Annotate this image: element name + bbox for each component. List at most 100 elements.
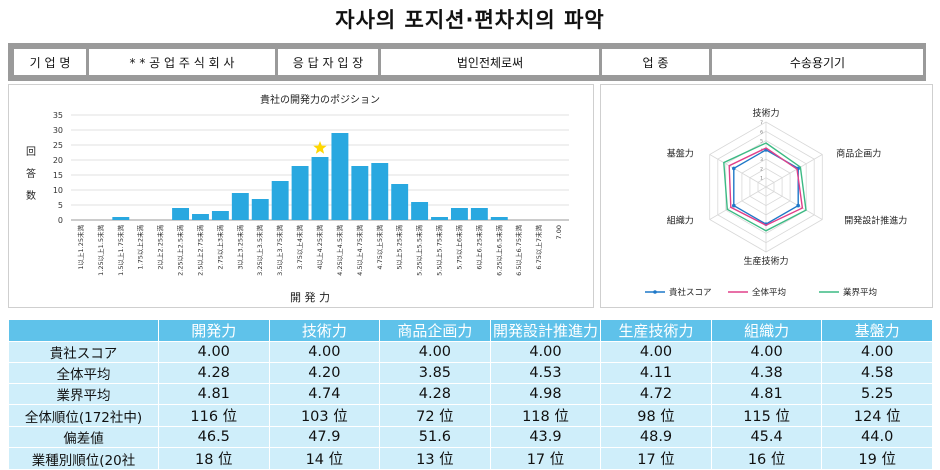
radar-spoke [709,154,767,188]
bar [231,193,249,220]
radar-tick-label: 1 [760,176,763,182]
table-cell: 43.9 [489,426,602,448]
respondent-label: 응 답 자 입 장 [278,49,378,75]
table-row: 全体平均 4.28 4.20 3.85 4.53 4.11 4.38 4.58 [8,362,933,384]
table-cell: 19 位 [821,447,933,470]
x-tick-label: 2.25以上2.5未満 [176,225,185,276]
radar-tick-label: 5 [760,139,763,145]
x-tick-label: 6.75以上7未満 [534,225,543,270]
bar [331,133,349,220]
table-cell: 18 位 [158,447,270,470]
x-tick-label: 5.75以上6未満 [454,225,463,270]
radar-tick-label: 3 [760,157,763,163]
column-header: 技術力 [268,319,381,342]
bar [311,157,329,220]
x-tick-label: 7.00 [555,225,563,239]
column-header: 開発設計推進力 [489,319,602,342]
table-cell: 4.00 [821,341,933,363]
table-cell: 115 位 [710,404,823,427]
y-tick-label: 0 [58,216,63,225]
table-row: 偏差値 46.5 47.9 51.6 43.9 48.9 45.4 44.0 [8,426,933,448]
row-label: 貴社スコア [8,341,159,363]
table-cell: 4.53 [489,362,602,384]
table-cell: 4.72 [600,383,712,405]
x-tick-label: 2以上2.25未満 [156,225,165,270]
table-cell: 13 位 [379,447,491,470]
table-row: 全体順位(172社中) 116 位 103 位 72 位 118 位 98 位 … [8,404,933,427]
table-row: 貴社スコア 4.00 4.00 4.00 4.00 4.00 4.00 4.00 [8,341,933,363]
bar [192,214,209,220]
table-cell: 4.00 [158,341,270,363]
table-cell: 4.20 [268,362,381,384]
x-axis-label: 開 発 力 [290,290,330,304]
radar-axis-label: 生産技術力 [743,255,788,267]
table-cell: 4.00 [600,341,712,363]
x-tick-label: 2.5以上2.75未満 [195,225,204,276]
radar-axis-label: 開発設計推進力 [844,215,907,227]
x-tick-label: 6.5以上6.75未満 [514,225,523,276]
bar [470,208,488,220]
y-tick-label: 20 [53,156,63,165]
bar [251,199,269,220]
row-label: 偏差値 [8,426,159,448]
radar-tick-label: 7 [760,120,763,126]
table-cell: 103 位 [268,404,381,427]
table-cell: 4.58 [821,362,933,384]
column-header: 開発力 [158,319,270,342]
radar-axis-label: 技術力 [752,107,779,119]
table-cell: 4.98 [489,383,602,405]
table-cell: 3.85 [379,362,491,384]
table-cell: 51.6 [379,426,491,448]
table-cell: 4.00 [268,341,381,363]
respondent-value: 법인전체로써 [381,49,599,75]
row-label: 業種別順位(20社 [8,447,159,470]
legend-label: 業界平均 [843,287,877,298]
radar-point [796,203,800,208]
x-tick-label: 5.5以上5.75未満 [435,225,444,276]
bar [490,217,508,220]
radar-point [732,166,736,171]
table-cell: 4.81 [158,383,270,405]
star-icon [313,141,327,154]
column-header: 生産技術力 [600,319,712,342]
x-tick-label: 4.75以上5未満 [375,225,384,270]
y-tick-label: 15 [53,171,63,180]
table-cell: 4.28 [379,383,491,405]
row-label: 全体平均 [8,362,159,384]
radar-spoke [709,186,767,220]
radar-series-line [723,142,807,232]
table-cell: 4.00 [489,341,602,363]
stats-header-row: 開発力 技術力 商品企画力 開発設計推進力 生産技術力 組織力 基盤力 [8,319,933,342]
x-tick-label: 1.5以上1.75未満 [116,225,125,276]
bar [391,184,409,220]
bar [271,181,289,220]
bar [411,202,429,220]
stats-header-empty [8,319,159,342]
table-cell: 14 位 [268,447,381,470]
table-row: 業界平均 4.81 4.74 4.28 4.98 4.72 4.81 5.25 [8,383,933,405]
x-tick-label: 4.25以上4.5未満 [335,225,344,276]
bar [211,211,229,220]
bar [431,217,448,220]
bar [112,217,130,220]
table-cell: 4.28 [158,362,270,384]
table-cell: 72 位 [379,404,491,427]
table-cell: 44.0 [821,426,933,448]
x-tick-label: 6.25以上6.5未満 [494,225,503,276]
x-tick-label: 3.5以上3.75未満 [275,225,284,276]
radar-axis-label: 商品企画力 [836,148,881,160]
column-header: 商品企画力 [379,319,491,342]
table-cell: 4.00 [710,341,823,363]
x-tick-label: 5.25以上5.5未満 [415,225,424,276]
y-tick-label: 35 [53,111,63,120]
table-cell: 4.74 [268,383,381,405]
industry-value: 수송용기기 [712,49,923,75]
bar [351,166,369,220]
histogram-panel: 貴社の開発力のポジション 0 5 10 15 20 25 30 35 回答数 1以上1.25未満 1.… [8,84,594,308]
radar-tick-label: 2 [760,166,763,172]
bar [291,166,309,220]
radar-panel: 1 2 3 4 5 6 7 技術力 商品企画力 開発設計推進力 生産技術力 組織力 基盤力 貴社スコア 全体… [600,84,933,308]
table-cell: 5.25 [821,383,933,405]
legend-label: 全体平均 [752,287,786,298]
bar [450,208,468,220]
